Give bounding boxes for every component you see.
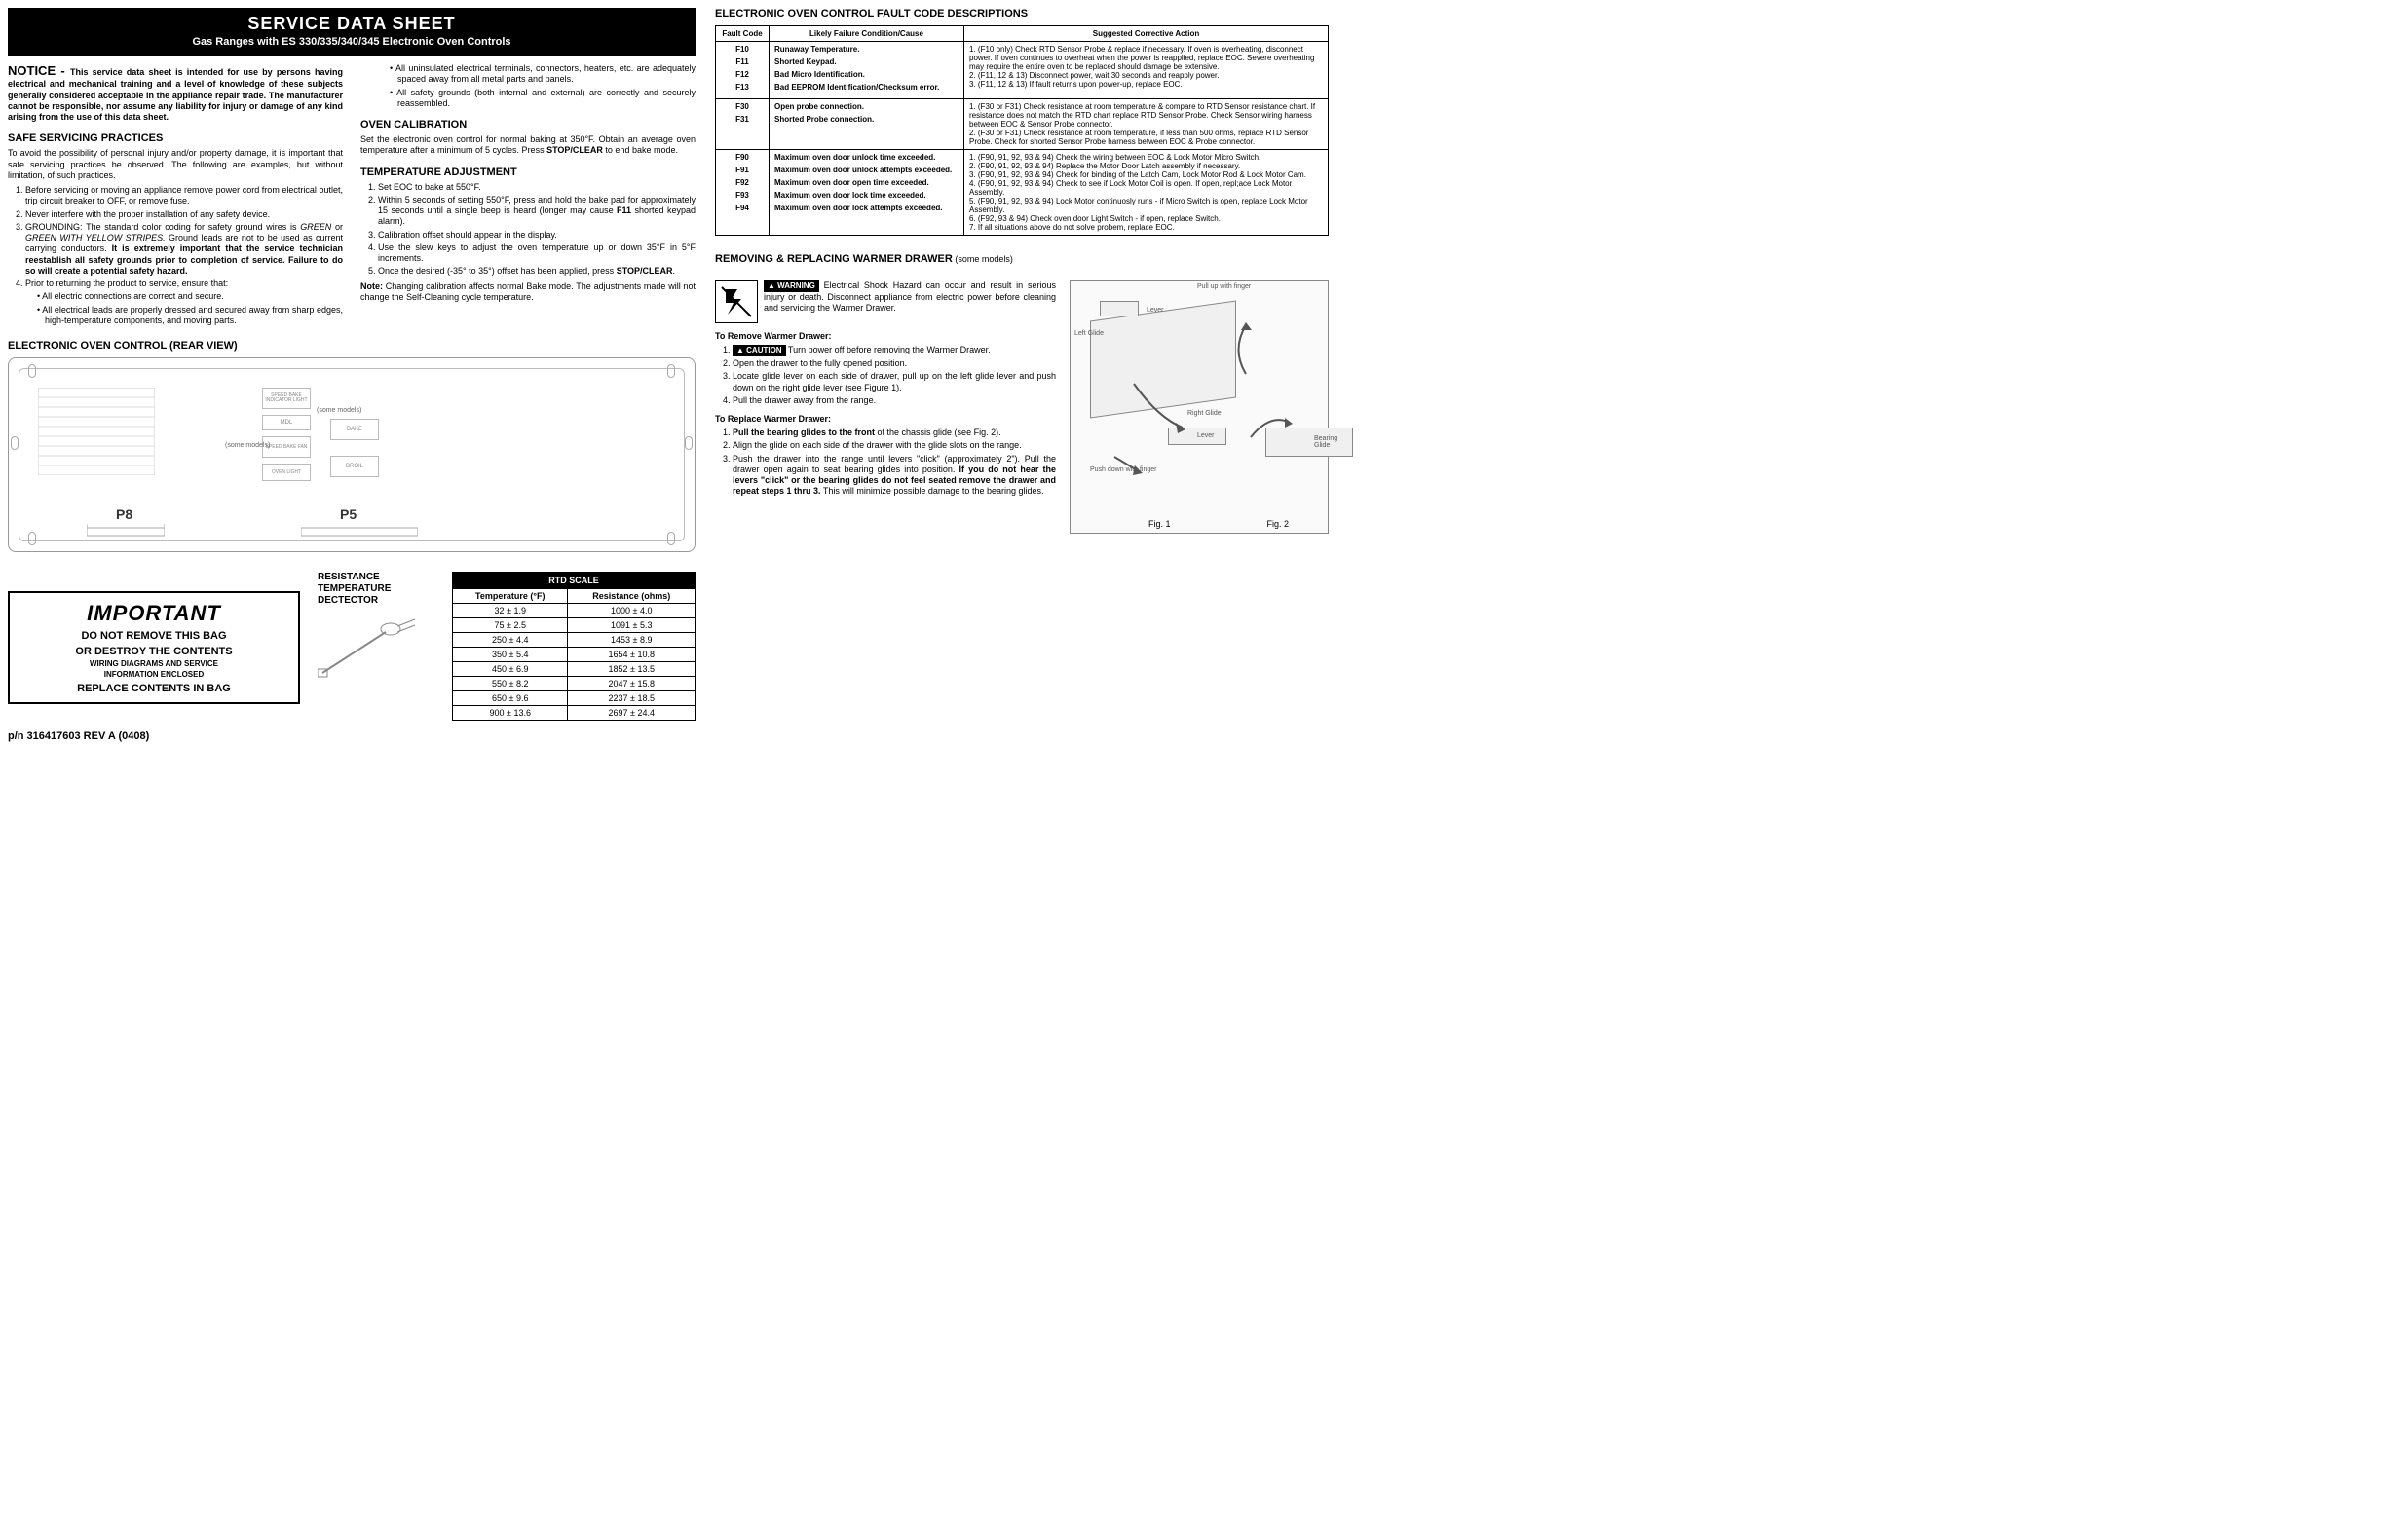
temp-note: Note: Changing calibration affects norma… — [360, 281, 696, 304]
remove-3: Locate glide lever on each side of drawe… — [733, 371, 1056, 393]
chip-broil: BROIL — [330, 456, 379, 477]
important-head: IMPORTANT — [18, 601, 290, 626]
replace-3: Push the drawer into the range until lev… — [733, 454, 1056, 498]
caution-badge: CAUTION — [733, 345, 786, 356]
drawer-section: WARNING Electrical Shock Hazard can occu… — [715, 280, 1329, 534]
safe-item-1: Before servicing or moving an appliance … — [25, 185, 343, 207]
table-row: 900 ± 13.62697 ± 24.4 — [453, 706, 696, 721]
fault-header-row: Fault Code Likely Failure Condition/Caus… — [716, 26, 1329, 42]
title: SERVICE DATA SHEET — [8, 14, 696, 34]
p8-label: P8 — [116, 506, 132, 522]
table-row: 650 ± 9.62237 ± 18.5 — [453, 691, 696, 706]
temp-2: Within 5 seconds of setting 550°F, press… — [378, 195, 696, 228]
arrow-icon — [1129, 379, 1187, 437]
chip-mdl: MDL — [262, 415, 311, 430]
bottom-row: IMPORTANT DO NOT REMOVE THIS BAG OR DEST… — [8, 572, 696, 721]
notice-label: NOTICE - — [8, 63, 70, 78]
subtitle: Gas Ranges with ES 330/335/340/345 Elect… — [8, 36, 696, 48]
warning-row: WARNING Electrical Shock Hazard can occu… — [715, 280, 1056, 323]
arrow-icon — [1110, 452, 1148, 481]
rtd-col-temp: Temperature (°F) — [453, 589, 568, 604]
remove-list: CAUTION Turn power off before removing t… — [715, 345, 1056, 406]
rtd-title: RESISTANCE TEMPERATURE DECTECTOR — [318, 572, 434, 607]
important-box-wrap: IMPORTANT DO NOT REMOVE THIS BAG OR DEST… — [8, 572, 300, 704]
safe-intro: To avoid the possibility of personal inj… — [8, 148, 343, 181]
fault-title: ELECTRONIC OVEN CONTROL FAULT CODE DESCR… — [715, 8, 1329, 19]
probe-icon — [318, 614, 425, 683]
remove-1: CAUTION Turn power off before removing t… — [733, 345, 1056, 356]
text-columns: NOTICE - This service data sheet is inte… — [8, 63, 696, 326]
arrow-icon — [1226, 320, 1265, 379]
table-row: 32 ± 1.91000 ± 4.0 — [453, 604, 696, 618]
table-row: 550 ± 8.22047 ± 15.8 — [453, 677, 696, 691]
temp-head: TEMPERATURE ADJUSTMENT — [360, 167, 696, 178]
chip-oven-light: OVEN LIGHT — [262, 464, 311, 481]
remove-head: To Remove Warmer Drawer: — [715, 331, 1056, 341]
replace-list: Pull the bearing glides to the front of … — [715, 428, 1056, 498]
figure-area: Pull up with finger Lever Left Glide Rig… — [1070, 280, 1329, 534]
warning-text: WARNING Electrical Shock Hazard can occu… — [764, 280, 1056, 323]
remove-2: Open the drawer to the fully opened posi… — [733, 358, 1056, 369]
right-column: ELECTRONIC OVEN CONTROL FAULT CODE DESCR… — [715, 8, 1329, 742]
table-row: 250 ± 4.41453 ± 8.9 — [453, 633, 696, 648]
fault-row-g2: F30 F31 Open probe connection. Shorted P… — [716, 99, 1329, 150]
safe-item-3: GROUNDING: The standard color coding for… — [25, 222, 343, 277]
fault-row-g3: F90 F91 F92 F93 F94 Maximum oven door un… — [716, 150, 1329, 236]
cal-text: Set the electronic oven control for norm… — [360, 134, 696, 157]
table-row: 450 ± 6.91852 ± 13.5 — [453, 662, 696, 677]
safe-head: SAFE SERVICING PRACTICES — [8, 132, 343, 144]
rtd-table-wrap: RTD SCALE Temperature (°F) Resistance (o… — [452, 572, 696, 721]
part-number: p/n 316417603 REV A (0408) — [8, 730, 696, 742]
temp-list: Set EOC to bake at 550°F. Within 5 secon… — [360, 182, 696, 278]
fig1-caption: Fig. 1 — [1148, 519, 1171, 529]
drawer-title: REMOVING & REPLACING WARMER DRAWER — [715, 253, 953, 265]
page-root: SERVICE DATA SHEET Gas Ranges with ES 33… — [8, 8, 1329, 742]
chip-bake: BAKE — [330, 419, 379, 440]
chip-speed-bake-light: SPEED BAKE INDICATOR LIGHT — [262, 388, 311, 409]
table-row: 350 ± 5.41654 ± 10.8 — [453, 648, 696, 662]
arrow-icon — [1246, 408, 1295, 447]
rtd-col-res: Resistance (ohms) — [568, 589, 696, 604]
connector-p8 — [87, 524, 165, 538]
drawer-text-col: WARNING Electrical Shock Hazard can occu… — [715, 280, 1056, 534]
rear-view-diagram: SPEED BAKE INDICATOR LIGHT MDL SPEED BAK… — [8, 357, 696, 552]
replace-2: Align the glide on each side of the draw… — [733, 440, 1056, 451]
warning-badge: WARNING — [764, 280, 819, 292]
connector-p5 — [301, 524, 418, 538]
rtd-probe-block: RESISTANCE TEMPERATURE DECTECTOR — [318, 572, 434, 685]
rtd-table: RTD SCALE Temperature (°F) Resistance (o… — [452, 572, 696, 721]
rear-view-title: ELECTRONIC OVEN CONTROL (REAR VIEW) — [8, 340, 696, 352]
temp-5: Once the desired (-35° to 35°) offset ha… — [378, 266, 696, 277]
drawer-title-row: REMOVING & REPLACING WARMER DRAWER (some… — [715, 253, 1329, 265]
table-row: 75 ± 2.51091 ± 5.3 — [453, 618, 696, 633]
important-box: IMPORTANT DO NOT REMOVE THIS BAG OR DEST… — [8, 591, 300, 704]
temp-3: Calibration offset should appear in the … — [378, 230, 696, 241]
temp-1: Set EOC to bake at 550°F. — [378, 182, 696, 193]
p5-label: P5 — [340, 506, 357, 522]
cal-head: OVEN CALIBRATION — [360, 119, 696, 130]
title-header: SERVICE DATA SHEET Gas Ranges with ES 33… — [8, 8, 696, 56]
fig1-lever — [1100, 301, 1139, 316]
fault-row-g1: F10 F11 F12 F13 Runaway Temperature. Sho… — [716, 42, 1329, 99]
notice-paragraph: NOTICE - This service data sheet is inte… — [8, 63, 343, 123]
fig2-caption: Fig. 2 — [1266, 519, 1289, 529]
hatch-area — [38, 388, 155, 475]
safe-item-2: Never interfere with the proper installa… — [25, 209, 343, 220]
replace-1: Pull the bearing glides to the front of … — [733, 428, 1056, 438]
remove-4: Pull the drawer away from the range. — [733, 395, 1056, 406]
temp-4: Use the slew keys to adjust the oven tem… — [378, 242, 696, 265]
shock-hazard-icon — [715, 280, 758, 323]
left-column: SERVICE DATA SHEET Gas Ranges with ES 33… — [8, 8, 696, 742]
fault-table: Fault Code Likely Failure Condition/Caus… — [715, 25, 1329, 236]
replace-head: To Replace Warmer Drawer: — [715, 414, 1056, 424]
rtd-table-title: RTD SCALE — [453, 573, 696, 589]
